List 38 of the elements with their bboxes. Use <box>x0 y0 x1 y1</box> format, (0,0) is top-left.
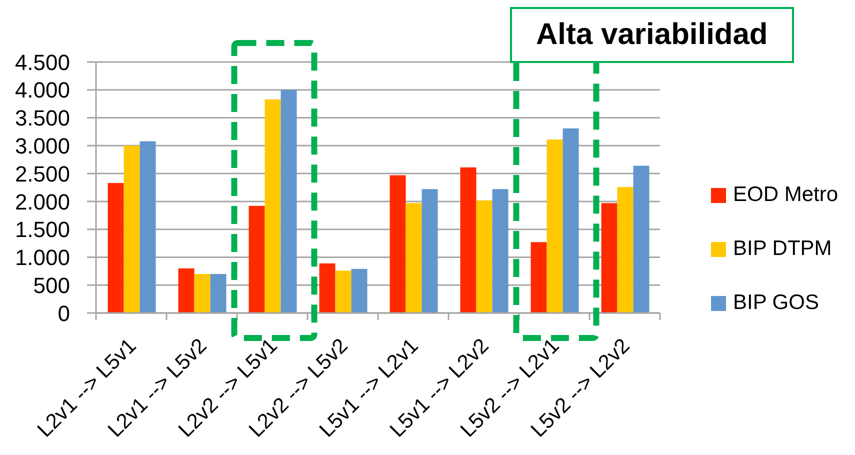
bar <box>633 166 650 313</box>
y-tick-label: 0 <box>58 300 70 326</box>
legend-label: BIP DTPM <box>733 237 832 261</box>
y-tick-label: 3.500 <box>14 106 70 131</box>
bar <box>280 90 297 313</box>
bar <box>335 270 352 313</box>
bar <box>210 274 226 313</box>
bar <box>492 189 508 313</box>
y-tick-label: 1.000 <box>14 245 70 270</box>
bar <box>248 206 265 313</box>
y-tick-label: 4.000 <box>14 78 70 103</box>
bar <box>546 140 563 313</box>
y-tick-label: 2.000 <box>14 189 70 214</box>
legend-label: BIP GOS <box>733 291 819 315</box>
bar <box>617 186 634 313</box>
bar <box>460 167 476 313</box>
bar <box>140 141 156 313</box>
text: Alta variabilidad <box>510 7 794 63</box>
bar <box>390 175 406 313</box>
bar <box>178 268 194 313</box>
y-tick-label: 2.500 <box>14 161 70 186</box>
y-tick-label: 4.500 <box>14 50 70 75</box>
bar <box>264 99 281 313</box>
y-tick-label: 500 <box>33 272 70 298</box>
bar <box>422 189 438 313</box>
bar <box>351 268 368 313</box>
bar <box>601 203 618 313</box>
bar <box>319 263 336 313</box>
bar <box>108 183 124 313</box>
bar <box>530 242 547 313</box>
legend-label: EOD Metro <box>733 183 838 207</box>
y-tick-label: 3.000 <box>14 133 70 158</box>
bar <box>194 274 210 313</box>
bar <box>406 203 422 313</box>
bar <box>124 146 140 313</box>
bar <box>562 128 579 313</box>
y-tick-label: 1.500 <box>14 217 70 242</box>
bar <box>476 200 492 313</box>
